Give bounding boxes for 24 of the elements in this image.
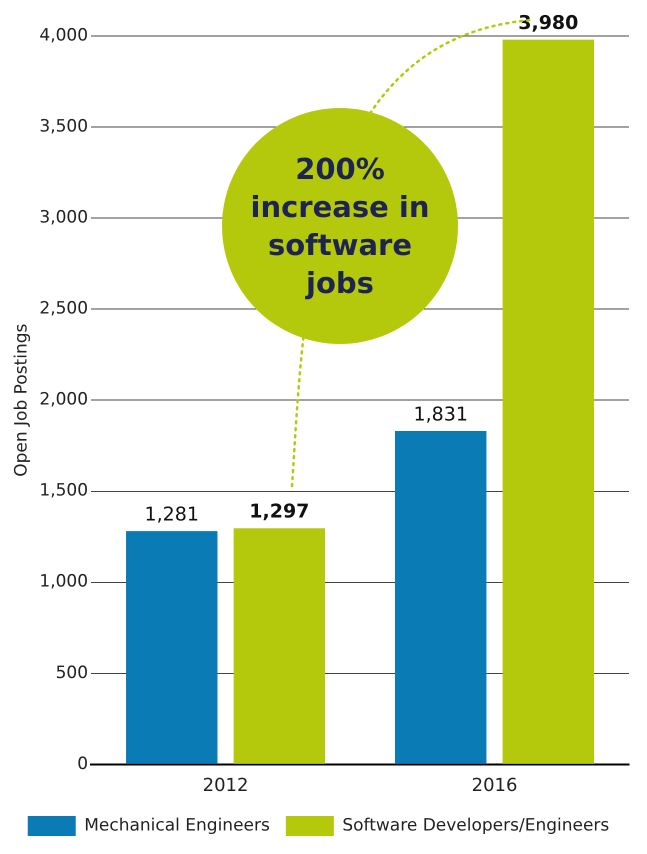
y-tick-label: 2,000 (39, 390, 88, 410)
data-label: 1,297 (249, 500, 310, 523)
bar (395, 430, 486, 764)
y-tick-label: 1,500 (39, 480, 88, 501)
data-label: 3,980 (518, 12, 578, 34)
data-label: 1,831 (414, 403, 468, 426)
y-axis-title: Open Job Postings (12, 323, 32, 477)
bar (502, 40, 594, 764)
data-label: 1,281 (144, 504, 199, 526)
y-tick-label: 1,000 (39, 572, 88, 592)
y-tick-label: 3,500 (39, 116, 88, 136)
y-tick-label: 4,000 (39, 25, 88, 46)
y-tick-label: 0 (77, 754, 88, 774)
x-tick-label: 2012 (202, 774, 248, 796)
y-tick-label: 500 (56, 662, 88, 683)
legend-label: Mechanical Engineers (84, 815, 270, 836)
bar (126, 531, 218, 764)
circle-badge: 200% increase in software jobs (222, 108, 458, 344)
y-tick-label: 2,500 (39, 298, 88, 319)
annotation: 200% increase in software jobs (250, 151, 430, 302)
y-tick-label: 3,000 (39, 208, 88, 228)
x-tick-label: 2016 (472, 774, 518, 796)
bar (234, 528, 326, 764)
legend-label: Software Developers/Engineers (342, 815, 610, 836)
